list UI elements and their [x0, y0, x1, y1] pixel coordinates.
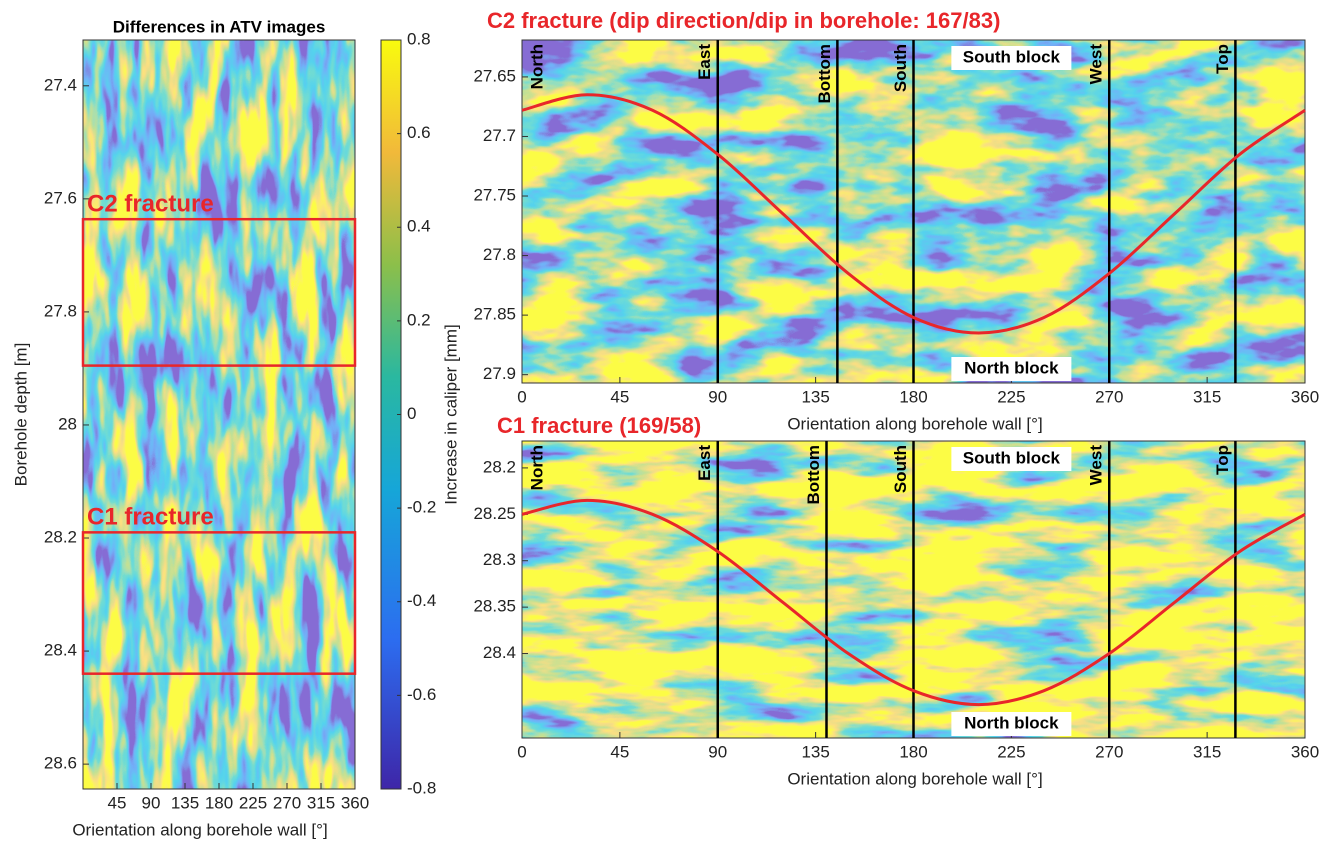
orientation-label: West [1087, 445, 1106, 486]
colorbar-tick-label: 0.4 [407, 217, 431, 236]
colorbar-tick-label: -0.8 [407, 778, 436, 797]
fracture-box-label: C1 fracture [87, 504, 214, 531]
chart-title: Differences in ATV images [113, 17, 326, 36]
y-tick-label: 27.9 [483, 364, 516, 383]
y-tick-label: 27.85 [473, 305, 516, 324]
orientation-label: West [1087, 44, 1106, 85]
x-tick-label: 90 [708, 742, 727, 761]
x-axis-label: Orientation along borehole wall [°] [72, 820, 327, 839]
colorbar-label: Increase in caliper [mm] [441, 324, 460, 504]
orientation-label: Bottom [815, 44, 834, 103]
y-tick-label: 28.4 [44, 641, 77, 660]
block-label-bg [951, 357, 1072, 381]
block-label-bg [951, 712, 1072, 736]
x-tick-label: 225 [997, 742, 1025, 761]
y-tick-label: 28.2 [44, 527, 77, 546]
x-tick-label: 180 [899, 742, 927, 761]
x-axis-label: Orientation along borehole wall [°] [787, 769, 1042, 788]
y-tick-label: 27.4 [44, 75, 77, 94]
y-tick-label: 28.35 [473, 597, 516, 616]
y-tick-label: 27.75 [473, 186, 516, 205]
x-tick-label: 45 [610, 742, 629, 761]
colorbar-tick-label: -0.6 [407, 685, 436, 704]
block-label-bg [951, 46, 1072, 70]
fracture-box [81, 217, 357, 367]
colorbar-tick-label: 0.2 [407, 310, 431, 329]
x-tick-label: 45 [108, 793, 127, 812]
x-tick-label: 360 [1291, 742, 1319, 761]
x-tick-label: 225 [239, 793, 267, 812]
colorbar-tick-label: -0.2 [407, 498, 436, 517]
y-tick-label: 28.6 [44, 754, 77, 773]
y-tick-label: 28.2 [483, 457, 516, 476]
y-tick-label: 27.6 [44, 188, 77, 207]
y-axis-label: Borehole depth [m] [11, 343, 30, 487]
fracture-fit [521, 93, 1306, 335]
block-label: South block [963, 448, 1061, 467]
fracture-fit [521, 498, 1306, 707]
fracture-box [81, 531, 357, 675]
x-tick-label: 315 [307, 793, 335, 812]
x-tick-label: 45 [610, 387, 629, 406]
y-tick-label: 28.25 [473, 504, 516, 523]
colorbar-tick-label: 0.8 [407, 29, 431, 48]
colorbar-tick-label: -0.4 [407, 591, 436, 610]
x-tick-label: 360 [341, 793, 369, 812]
y-tick-label: 28.3 [483, 550, 516, 569]
block-label: South block [963, 47, 1061, 66]
x-tick-label: 90 [708, 387, 727, 406]
orientation-label: Bottom [804, 445, 823, 504]
x-tick-label: 135 [801, 387, 829, 406]
colorbar-tick-label: 0.6 [407, 123, 431, 142]
x-tick-label: 270 [273, 793, 301, 812]
x-tick-label: 0 [517, 742, 526, 761]
x-tick-label: 270 [1095, 742, 1123, 761]
orientation-label: North [527, 44, 546, 89]
block-label-bg [951, 447, 1072, 471]
x-axis-label: Orientation along borehole wall [°] [787, 414, 1042, 433]
fracture-box-label: C2 fracture [87, 191, 214, 218]
orientation-label: East [695, 44, 714, 80]
y-tick-label: 27.7 [483, 126, 516, 145]
orientation-label: East [695, 445, 714, 481]
x-tick-label: 180 [205, 793, 233, 812]
y-tick-label: 28.4 [483, 643, 516, 662]
orientation-label: Top [1213, 445, 1232, 475]
y-tick-label: 27.8 [44, 301, 77, 320]
block-label: North block [964, 713, 1059, 732]
orientation-label: North [527, 445, 546, 490]
heatmap-image [83, 40, 355, 789]
block-label: North block [964, 358, 1059, 377]
y-tick-label: 28 [58, 414, 77, 433]
y-tick-label: 27.8 [483, 245, 516, 264]
x-tick-label: 90 [142, 793, 161, 812]
x-tick-label: 270 [1095, 387, 1123, 406]
x-tick-label: 360 [1291, 387, 1319, 406]
orientation-label: Top [1213, 44, 1232, 74]
y-tick-label: 27.65 [473, 66, 516, 85]
x-tick-label: 180 [899, 387, 927, 406]
x-tick-label: 315 [1193, 387, 1221, 406]
x-tick-label: 135 [171, 793, 199, 812]
x-tick-label: 135 [801, 742, 829, 761]
chart-title: C1 fracture (169/58) [497, 413, 701, 438]
chart-title: C2 fracture (dip direction/dip in boreho… [487, 8, 1000, 33]
x-tick-label: 0 [517, 387, 526, 406]
x-tick-label: 225 [997, 387, 1025, 406]
colorbar-tick-label: 0 [407, 404, 416, 423]
x-tick-label: 315 [1193, 742, 1221, 761]
orientation-label: South [891, 445, 910, 493]
orientation-label: South [891, 44, 910, 92]
